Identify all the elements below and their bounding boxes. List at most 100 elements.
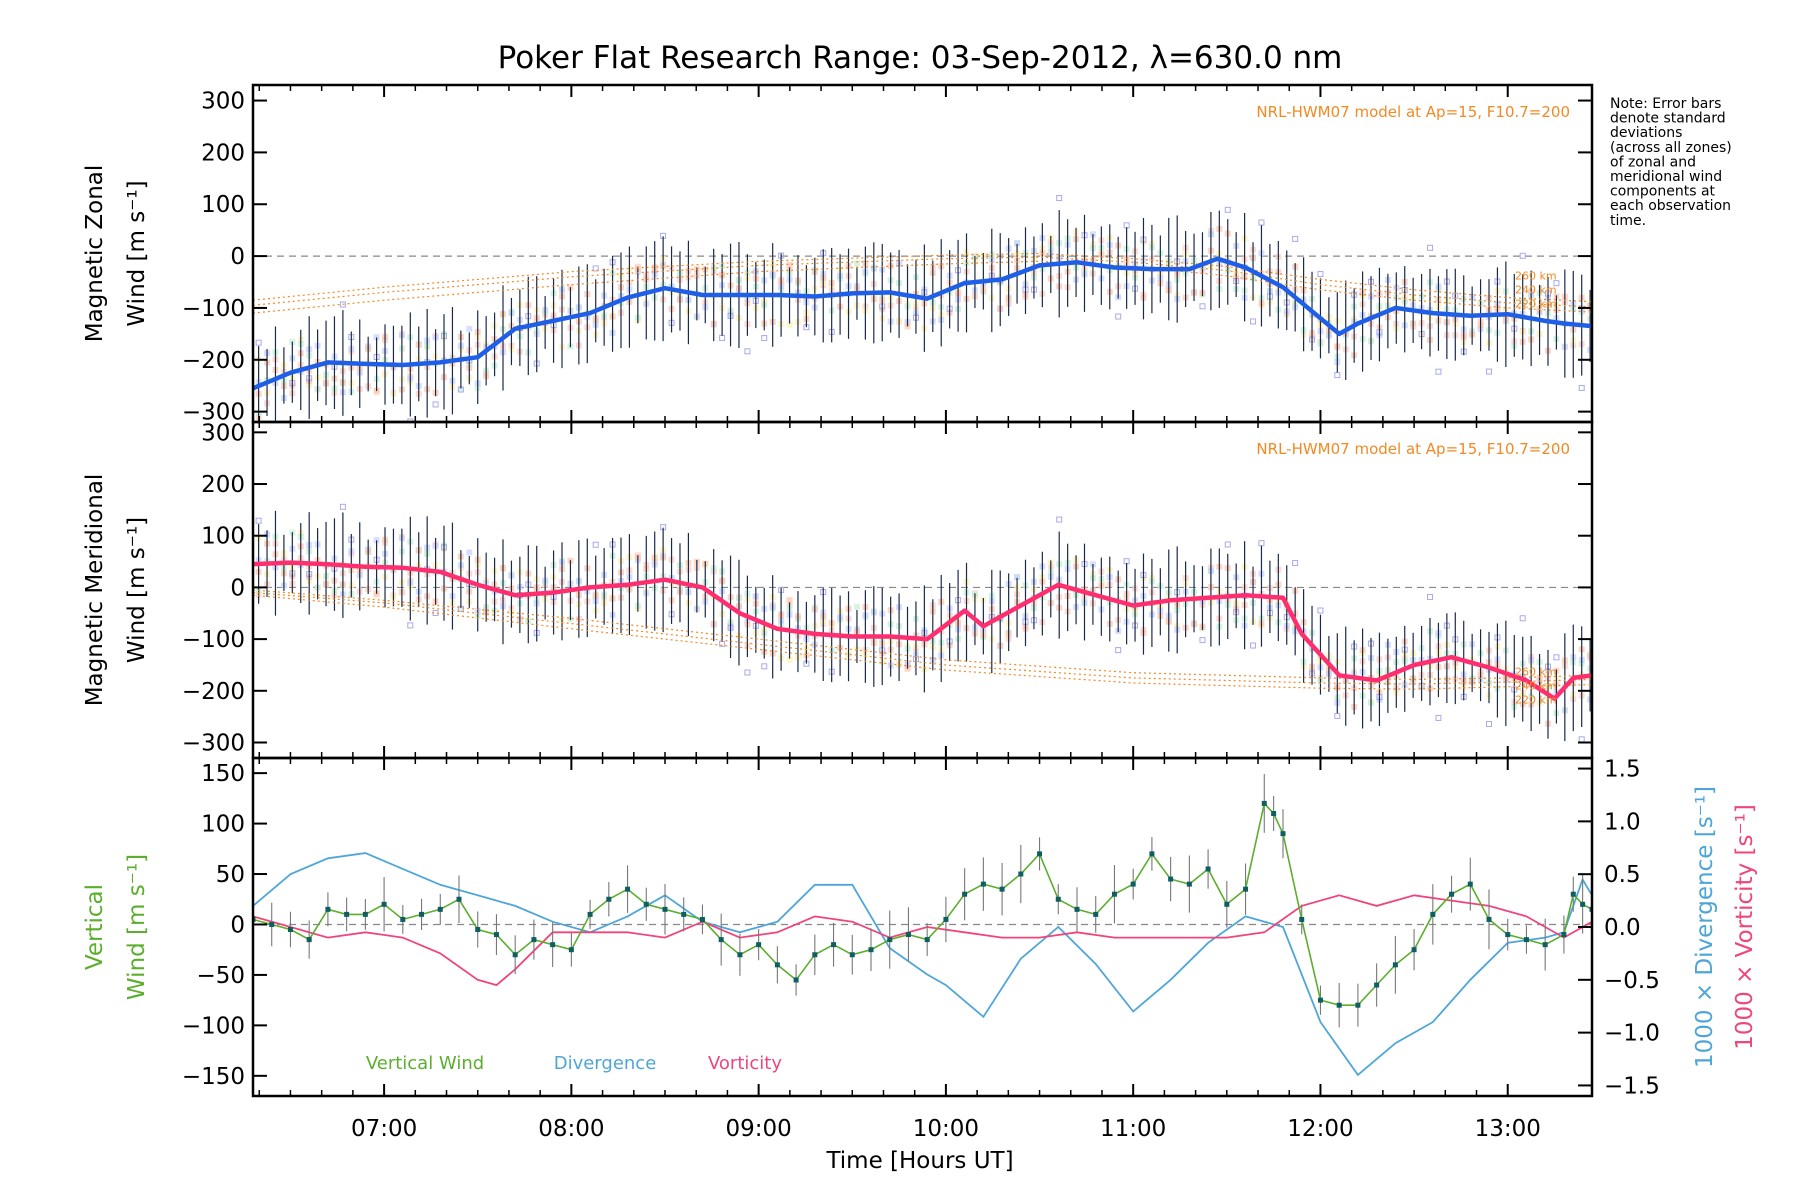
zone-wind-sample	[786, 262, 793, 269]
zone-outlier-point	[1519, 615, 1526, 622]
zone-wind-sample	[466, 325, 473, 332]
zone-outlier-point	[1250, 318, 1257, 325]
zone-outlier-point	[1334, 712, 1341, 719]
zone-outlier-point	[1199, 303, 1206, 310]
zone-wind-sample	[786, 597, 793, 604]
left-y-tick-label: 150	[201, 761, 245, 787]
left-y-tick-label: −300	[182, 730, 245, 756]
left-y-tick-label: −300	[182, 400, 245, 426]
left-y-tick-label: 0	[230, 912, 245, 938]
x-tick-label: 10:00	[913, 1116, 979, 1142]
zone-outlier-point	[1115, 313, 1122, 320]
right-y-tick-label: 1.5	[1604, 757, 1641, 783]
altitude-label: 220 km	[1515, 693, 1557, 706]
vertical-wind-point	[587, 911, 593, 917]
vertical-wind-point	[287, 927, 293, 933]
zone-outlier-point	[744, 348, 751, 355]
zone-outlier-point	[1115, 647, 1122, 654]
model-label: NRL-HWM07 model at Ap=15, F10.7=200	[1256, 103, 1570, 121]
vertical-wind-point	[1224, 901, 1230, 907]
meridional-wind-panel: NRL-HWM07 model at Ap=15, F10.7=200 260 k…	[82, 420, 1594, 760]
vertical-wind-point	[1149, 851, 1155, 857]
vertical-wind-point	[643, 901, 649, 907]
vertical-wind-point	[737, 952, 743, 958]
vertical-wind-point	[905, 932, 911, 938]
vertical-wind-point	[1261, 800, 1267, 806]
vertical-wind-point	[1271, 810, 1277, 816]
vertical-wind-point	[756, 942, 762, 948]
left-y-tick-label: 0	[230, 575, 245, 601]
vertical-wind-point	[456, 896, 462, 902]
left-y-tick-label: 50	[216, 862, 245, 888]
left-y-tick-label: −100	[182, 627, 245, 653]
panel-frame	[251, 83, 1594, 424]
vertical-wind-point	[625, 886, 631, 892]
vertical-wind-point	[1130, 881, 1136, 887]
vertical-wind-point	[887, 937, 893, 943]
zone-outlier-point	[1578, 736, 1585, 743]
zone-outlier-point	[1056, 195, 1063, 202]
hwm07-model-curve	[253, 592, 1592, 685]
left-y-tick-label: −50	[196, 963, 245, 989]
vertical-wind-point	[550, 942, 556, 948]
zone-outlier-point	[1317, 607, 1324, 614]
vertical-wind-point	[1018, 871, 1024, 877]
panel-plot-area	[253, 774, 1592, 1077]
zone-wind-sample	[457, 605, 464, 612]
zone-outlier-point	[1224, 206, 1231, 213]
vertical-wind-point	[980, 881, 986, 887]
vertical-wind-point	[1561, 932, 1567, 938]
legend-entry: Vorticity	[708, 1053, 782, 1074]
zone-outlier-point	[744, 669, 751, 676]
zone-outlier-point	[1292, 235, 1299, 242]
model-label: NRL-HWM07 model at Ap=15, F10.7=200	[1256, 440, 1570, 458]
zone-wind-sample	[373, 334, 380, 341]
vertical-wind-point	[1299, 916, 1305, 922]
zone-outlier-point	[339, 503, 346, 510]
zone-outlier-point	[1519, 252, 1526, 259]
zone-outlier-point	[1224, 541, 1231, 548]
chart-title: Poker Flat Research Range: 03-Sep-2012, …	[498, 40, 1343, 76]
vertical-wind-point	[868, 947, 874, 953]
vertical-wind-point	[512, 952, 518, 958]
zone-outlier-point	[1258, 540, 1265, 547]
zone-wind-sample	[1014, 240, 1021, 247]
note-line: each observation	[1610, 198, 1731, 214]
panel-plot-area	[253, 503, 1592, 743]
vertical-wind-line	[253, 801, 1592, 1006]
vertical-wind-point	[362, 911, 368, 917]
legend-entry: Vertical Wind	[366, 1053, 484, 1074]
vertical-wind-panel: Vertical Wind Divergence Vorticity −1.5 −1.0…	[82, 757, 1758, 1142]
x-tick-label: 09:00	[725, 1116, 791, 1142]
vertical-wind-point	[718, 937, 724, 943]
zone-wind-sample	[853, 603, 860, 610]
zone-outlier-point	[432, 401, 439, 408]
altitude-label: 260 km	[1515, 665, 1557, 678]
y-axis-label-line1: Magnetic Zonal	[82, 165, 108, 343]
vertical-wind-point	[531, 937, 537, 943]
vertical-wind-point	[1523, 937, 1529, 943]
left-y-tick-label: 100	[201, 192, 245, 218]
vertical-wind-point	[1111, 891, 1117, 897]
zone-outlier-point	[1435, 714, 1442, 721]
divergence-axis-label: 1000 × Divergence [s⁻¹]	[1692, 786, 1718, 1068]
zone-outlier-point	[255, 339, 262, 346]
note-line: Note: Error bars	[1610, 96, 1721, 112]
vertical-wind-point	[1317, 997, 1323, 1003]
vertical-wind-point	[831, 942, 837, 948]
vertical-wind-point	[1355, 1002, 1361, 1008]
zone-outlier-point	[1123, 558, 1130, 565]
vertical-wind-point	[699, 916, 705, 922]
vertical-wind-point	[1055, 896, 1061, 902]
right-y-tick-label: −1.0	[1604, 1021, 1660, 1047]
zone-outlier-point	[1435, 368, 1442, 375]
zone-outlier-point	[1199, 637, 1206, 644]
left-y-tick-label: 200	[201, 140, 245, 166]
vertical-wind-point	[774, 962, 780, 968]
vertical-wind-point	[943, 916, 949, 922]
left-y-tick-label: −200	[182, 348, 245, 374]
altitude-label: 220 km	[1515, 297, 1557, 310]
note-line: time.	[1610, 213, 1646, 229]
